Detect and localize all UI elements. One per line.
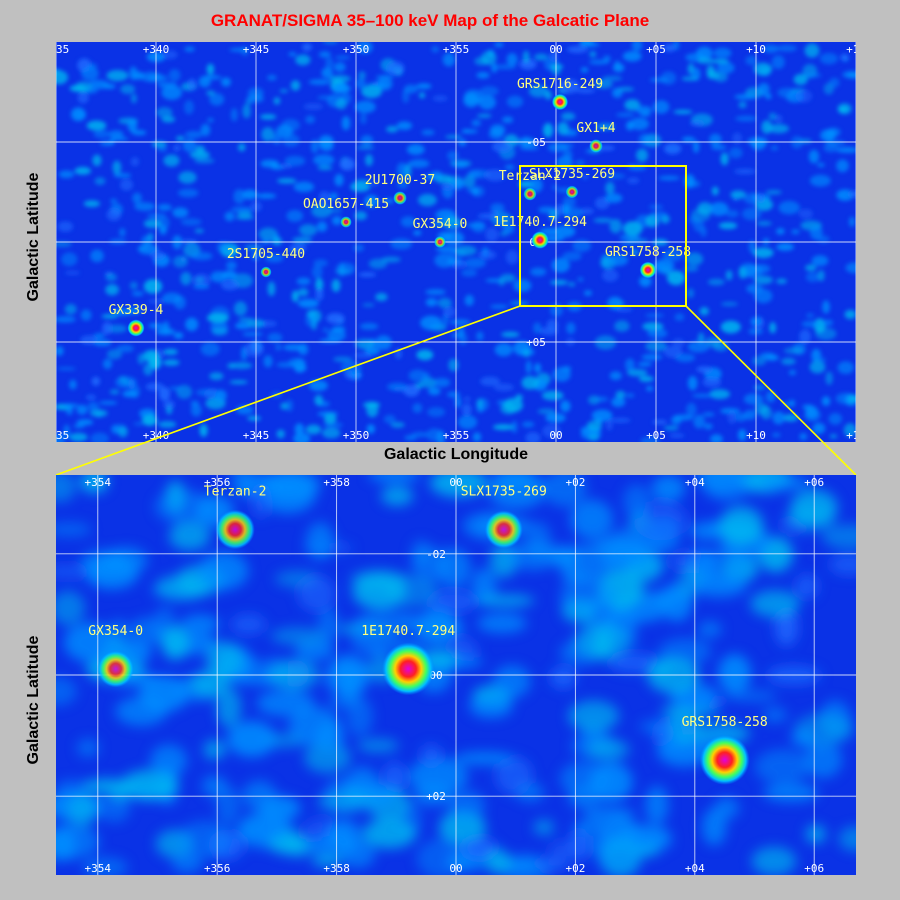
- lon-tick-label-bottom: +02: [565, 862, 585, 875]
- source-labels: Terzan-2 SLX1735-269 GX354-0 1E1740.7-294 GR…: [88, 485, 767, 730]
- lon-tick-label-top: +02: [565, 476, 585, 489]
- source-label: Terzan-2: [499, 169, 562, 184]
- lon-tick-label-bottom: +358: [323, 862, 350, 875]
- source-label: GX1+4: [576, 121, 615, 136]
- zoomed-galactic-center-map: +354 +354 +356 +356 +358 +358 00 00 +02 +02 +04 +04…: [56, 475, 856, 875]
- lon-tick-label-bottom: +10: [746, 429, 766, 442]
- source-label: 2U1700-37: [365, 173, 435, 188]
- lat-tick-label: +05: [526, 336, 546, 349]
- main-map-y-axis-label: Galactic Latitude: [25, 172, 42, 302]
- lat-tick-label: -02: [426, 548, 446, 561]
- lon-tick-label-bottom: +355: [443, 429, 470, 442]
- source-label: GX339-4: [109, 303, 164, 318]
- source-label: 2S1705-440: [227, 247, 305, 262]
- source-blob: [523, 187, 537, 201]
- source-blob: [565, 185, 579, 199]
- lon-tick-label-top: +358: [323, 476, 350, 489]
- lon-tick-label-bottom: +15: [846, 429, 856, 442]
- lon-tick-label-bottom: +05: [646, 429, 666, 442]
- main-map-x-axis-label: Galactic Longitude: [383, 446, 528, 463]
- source-blob: [340, 216, 352, 228]
- source-label: GX354-0: [88, 624, 143, 639]
- source-label: GX354-0: [413, 217, 468, 232]
- source-blob: [699, 734, 750, 785]
- source-blob: [531, 231, 549, 249]
- lon-tick-label-bottom: +354: [85, 862, 112, 875]
- source-label: GRS1758-258: [605, 245, 691, 260]
- lon-tick-label-bottom: +340: [143, 429, 170, 442]
- source-label: 1E1740.7-294: [493, 215, 587, 230]
- source-label: Terzan-2: [204, 485, 267, 500]
- source-label: 1E1740.7-294: [361, 624, 455, 639]
- lon-tick-label-top: +356: [204, 476, 231, 489]
- main-galactic-plane-map: +335 +335 +340 +340 +345 +345 +350 +350 +355 +355…: [56, 42, 856, 442]
- lon-tick-label-top: +06: [804, 476, 824, 489]
- source-blob: [97, 650, 135, 688]
- lon-tick-label-bottom: +06: [804, 862, 824, 875]
- lat-tick-label: -05: [526, 136, 546, 149]
- source-blob: [127, 319, 145, 337]
- background-noise-texture: [56, 475, 856, 875]
- lon-tick-label-bottom: +356: [204, 862, 231, 875]
- lon-tick-label-bottom: 00: [449, 862, 462, 875]
- zoom-map-svg: +354 +354 +356 +356 +358 +358 00 00 +02 +02 +04 +04…: [56, 475, 856, 875]
- lon-tick-label-bottom: +350: [343, 429, 370, 442]
- lon-tick-label-top: +05: [646, 43, 666, 56]
- lon-tick-label-top: +04: [685, 476, 705, 489]
- lon-tick-label-top: 00: [449, 476, 462, 489]
- source-blob: [589, 139, 603, 153]
- lon-tick-label-bottom: +335: [56, 429, 69, 442]
- lon-tick-label-top: +15: [846, 43, 856, 56]
- source-label: OAO1657-415: [303, 197, 389, 212]
- lon-tick-label-top: +335: [56, 43, 69, 56]
- zoom-region-box: [519, 165, 687, 307]
- lon-tick-label-bottom: +04: [685, 862, 705, 875]
- source-label: SLX1735-269: [529, 167, 615, 182]
- lon-tick-label-top: +354: [85, 476, 112, 489]
- lon-tick-label-top: +10: [746, 43, 766, 56]
- lon-tick-label-bottom: 00: [549, 429, 562, 442]
- source-blob: [484, 510, 523, 549]
- map-title: GRANAT/SIGMA 35–100 keV Map of the Galca…: [210, 11, 650, 30]
- main-map-svg: +335 +335 +340 +340 +345 +345 +350 +350 +355 +355…: [56, 42, 856, 442]
- lon-tick-label-top: 00: [549, 43, 562, 56]
- coordinate-grid: +335 +335 +340 +340 +345 +345 +350 +350 +355 +355…: [56, 42, 856, 442]
- source-blob: [434, 236, 446, 248]
- source-blob: [215, 509, 255, 550]
- source-label: GRS1716-249: [517, 77, 603, 92]
- source-blob: [260, 266, 272, 278]
- sources: [97, 509, 750, 785]
- source-blob: [551, 93, 569, 111]
- source-label: GRS1758-258: [682, 715, 768, 730]
- source-blob: [381, 642, 435, 696]
- lon-tick-label-top: +350: [343, 43, 370, 56]
- lat-tick-label: +02: [426, 790, 446, 803]
- lon-tick-label-top: +340: [143, 43, 170, 56]
- lon-tick-label-top: +355: [443, 43, 470, 56]
- lon-tick-label-top: +345: [243, 43, 270, 56]
- zoom-map-y-axis-label: Galactic Latitude: [25, 635, 42, 765]
- source-blob: [393, 191, 407, 205]
- lon-tick-label-bottom: +345: [243, 429, 270, 442]
- source-label: SLX1735-269: [461, 485, 547, 500]
- source-blob: [639, 261, 657, 279]
